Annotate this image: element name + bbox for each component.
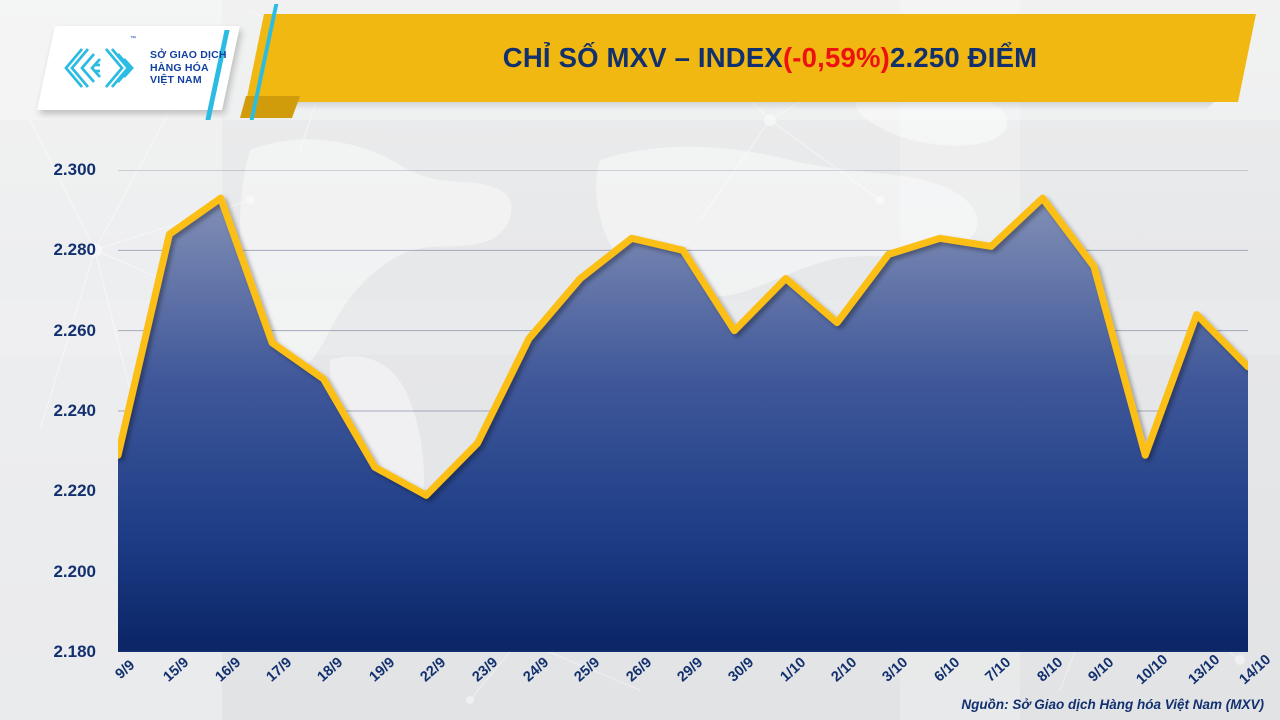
x-axis-tick-label: 23/9 — [469, 654, 501, 686]
y-axis-labels: 2.300 2.280 2.260 2.240 2.220 2.200 2.180 — [0, 122, 118, 720]
x-axis-tick-label: 2/10 — [828, 654, 861, 686]
x-axis-labels: 9/9 15/9 16/9 17/9 18/9 19/9 22/9 23/9 24/9 25/9 2… — [0, 122, 1280, 720]
title-text-secondary: 2.250 ĐIỂM — [890, 42, 1038, 73]
x-axis-tick-label: 7/10 — [982, 654, 1015, 686]
mxv-logo-icon — [64, 48, 134, 88]
x-axis-tick-label: 30/9 — [725, 654, 758, 686]
plot-area — [114, 169, 1252, 654]
x-axis-tick-label: 29/9 — [674, 654, 707, 686]
x-axis-tick-label: 13/10 — [1185, 651, 1223, 689]
x-axis-tick-label: 22/9 — [417, 654, 450, 686]
header: SỞ GIAO DỊCH HÀNG HÓA VIỆT NAM ™ CHỈ SỐ … — [0, 0, 1280, 122]
x-axis-tick-label: 6/10 — [931, 654, 964, 686]
ribbon-fold — [240, 96, 300, 118]
y-axis-tick-label: 2.180 — [53, 642, 96, 661]
logo-text-line3: VIỆT NAM — [150, 74, 202, 87]
page-title: CHỈ SỐ MXV – INDEX (-0,59%) 2.250 ĐIỂM — [300, 14, 1240, 102]
x-axis-tick-label: 14/10 — [1236, 651, 1275, 689]
x-axis-tick-label: 17/9 — [263, 654, 296, 686]
ribbon-shadow — [256, 100, 1216, 110]
logo-trademark: ™ — [130, 36, 136, 42]
y-axis-tick-label: 2.200 — [53, 561, 96, 581]
x-axis-tick-label: 26/9 — [623, 654, 655, 686]
title-text-primary: CHỈ SỐ MXV – INDEX — [502, 42, 783, 73]
y-axis-tick-label: 2.220 — [53, 481, 96, 501]
x-axis-tick-label: 16/9 — [212, 654, 244, 686]
logo: SỞ GIAO DỊCH HÀNG HÓA VIỆT NAM — [56, 26, 241, 110]
x-axis-tick-label: 3/10 — [879, 654, 912, 686]
x-axis-tick-label: 19/9 — [366, 654, 399, 686]
logo-text-line1: SỞ GIAO DỊCH — [150, 48, 227, 61]
title-ribbon — [246, 14, 1256, 102]
y-axis-tick-label: 2.260 — [53, 320, 96, 340]
x-axis-tick-label: 24/9 — [520, 654, 553, 686]
x-axis-tick-label: 18/9 — [314, 654, 347, 686]
x-axis-tick-label: 10/10 — [1133, 651, 1172, 689]
x-axis-tick-label: 8/10 — [1034, 654, 1066, 686]
y-axis-tick-label: 2.300 — [53, 160, 96, 179]
y-axis-tick-label: 2.240 — [53, 401, 96, 420]
logo-text-line2: HÀNG HÓA — [150, 61, 209, 74]
x-axis-tick-label: 25/9 — [571, 654, 604, 686]
x-axis-tick-label: 9/9 — [112, 657, 139, 683]
x-axis-tick-label: 1/10 — [777, 654, 809, 686]
title-change-percent: (-0,59%) — [782, 42, 891, 73]
x-axis-tick-label: 15/9 — [160, 654, 193, 686]
mxv-index-chart: 2.300 2.280 2.260 2.240 2.220 2.200 2.180 9/9 1… — [0, 122, 1280, 720]
source-note: Nguồn: Sở Giao dịch Hàng hóa Việt Nam (M… — [961, 697, 1264, 712]
y-axis-tick-label: 2.280 — [53, 240, 96, 260]
x-axis-tick-label: 9/10 — [1085, 654, 1118, 686]
